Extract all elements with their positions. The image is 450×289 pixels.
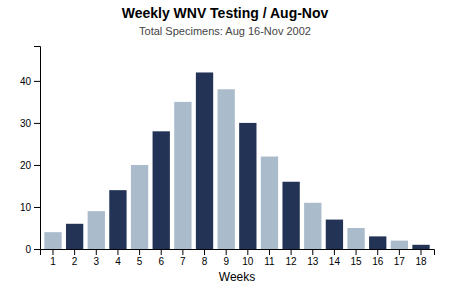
bar <box>304 203 321 249</box>
x-tick: 9 <box>223 249 229 267</box>
x-tick-label: 7 <box>180 256 186 267</box>
x-tick-label: 8 <box>202 256 208 267</box>
plot: 123456789101112131415161718010203040 <box>20 47 435 268</box>
x-tick-label: 11 <box>264 256 275 267</box>
x-tick-label: 17 <box>394 256 406 267</box>
x-tick-label: 1 <box>50 256 56 267</box>
x-tick-mark <box>161 249 162 255</box>
x-tick-mark <box>52 249 53 255</box>
y-tick-mark <box>34 207 40 208</box>
bar <box>88 211 105 249</box>
y-tick: 30 <box>20 118 40 129</box>
y-tick: 10 <box>20 202 40 213</box>
bar <box>326 220 343 249</box>
x-tick: 7 <box>180 249 186 267</box>
x-tick: 17 <box>394 249 406 267</box>
bar <box>153 131 170 249</box>
x-tick: 3 <box>94 249 100 267</box>
y-tick-label: 0 <box>25 244 31 255</box>
bar <box>391 241 408 249</box>
y-axis: 0 10 20 30 40 <box>20 47 41 255</box>
x-axis-title: Weeks <box>219 270 255 284</box>
x-tick-mark <box>204 249 205 255</box>
x-tick-mark <box>291 249 292 255</box>
x-tick-mark <box>334 249 335 255</box>
bar <box>109 190 126 249</box>
x-tick-mark <box>421 249 422 255</box>
x-tick-label: 5 <box>137 256 143 267</box>
y-tick-label: 10 <box>20 202 32 213</box>
chart: Weekly WNV Testing / Aug-Nov Total Specim… <box>0 0 450 289</box>
bar <box>66 224 83 249</box>
bar <box>239 123 256 249</box>
x-tick: 18 <box>415 249 427 267</box>
y-axis-line <box>34 47 41 250</box>
x-axis-line <box>41 250 435 256</box>
y-tick: 20 <box>20 160 40 171</box>
x-tick-mark <box>117 249 118 255</box>
x-tick: 13 <box>307 249 319 267</box>
x-tick-mark <box>96 249 97 255</box>
bar <box>282 182 299 249</box>
y-tick-label: 20 <box>20 160 32 171</box>
bar <box>131 165 148 249</box>
x-tick: 11 <box>264 249 275 267</box>
y-tick-mark <box>34 165 40 166</box>
bar <box>369 236 386 249</box>
x-tick-mark <box>356 249 357 255</box>
x-tick-label: 13 <box>307 256 319 267</box>
x-tick-mark <box>312 249 313 255</box>
x-tick: 8 <box>202 249 208 267</box>
y-tick-label: 30 <box>20 118 32 129</box>
bar <box>412 245 429 249</box>
x-tick: 2 <box>72 249 78 267</box>
y-tick-label: 40 <box>20 76 32 87</box>
x-tick-label: 9 <box>223 256 229 267</box>
bar <box>347 228 364 249</box>
x-tick: 1 <box>50 249 56 267</box>
x-tick-mark <box>226 249 227 255</box>
x-tick: 4 <box>115 249 121 267</box>
x-tick-mark <box>74 249 75 255</box>
x-tick-label: 16 <box>372 256 384 267</box>
x-tick-label: 15 <box>351 256 363 267</box>
x-axis: 123456789101112131415161718 <box>41 249 435 267</box>
x-tick-label: 2 <box>72 256 78 267</box>
x-tick-label: 14 <box>329 256 341 267</box>
x-tick-mark <box>139 249 140 255</box>
bar <box>174 102 191 249</box>
x-tick: 6 <box>158 249 164 267</box>
y-tick-mark <box>34 81 40 82</box>
x-tick-label: 12 <box>286 256 298 267</box>
bar <box>44 232 61 249</box>
x-tick-label: 6 <box>158 256 164 267</box>
bars <box>44 72 429 249</box>
y-tick: 0 <box>25 244 40 255</box>
x-tick: 5 <box>137 249 143 267</box>
y-tick-mark <box>34 123 40 124</box>
x-tick-mark <box>269 249 270 255</box>
title: Weekly WNV Testing / Aug-Nov <box>122 5 329 21</box>
x-tick-mark <box>377 249 378 255</box>
x-tick-label: 18 <box>415 256 427 267</box>
x-tick-mark <box>182 249 183 255</box>
x-tick-label: 3 <box>94 256 100 267</box>
x-tick-label: 4 <box>115 256 121 267</box>
y-tick-mark <box>34 249 40 250</box>
x-tick: 12 <box>286 249 298 267</box>
x-tick-mark <box>247 249 248 255</box>
subtitle: Total Specimens: Aug 16-Nov 2002 <box>139 25 311 37</box>
x-tick: 14 <box>329 249 341 267</box>
bar <box>196 72 213 249</box>
x-tick: 10 <box>242 249 254 267</box>
x-tick: 16 <box>372 249 384 267</box>
x-tick-label: 10 <box>242 256 254 267</box>
bar <box>218 89 235 249</box>
x-tick: 15 <box>351 249 363 267</box>
bar <box>261 157 278 249</box>
y-tick: 40 <box>20 76 40 87</box>
x-tick-mark <box>399 249 400 255</box>
